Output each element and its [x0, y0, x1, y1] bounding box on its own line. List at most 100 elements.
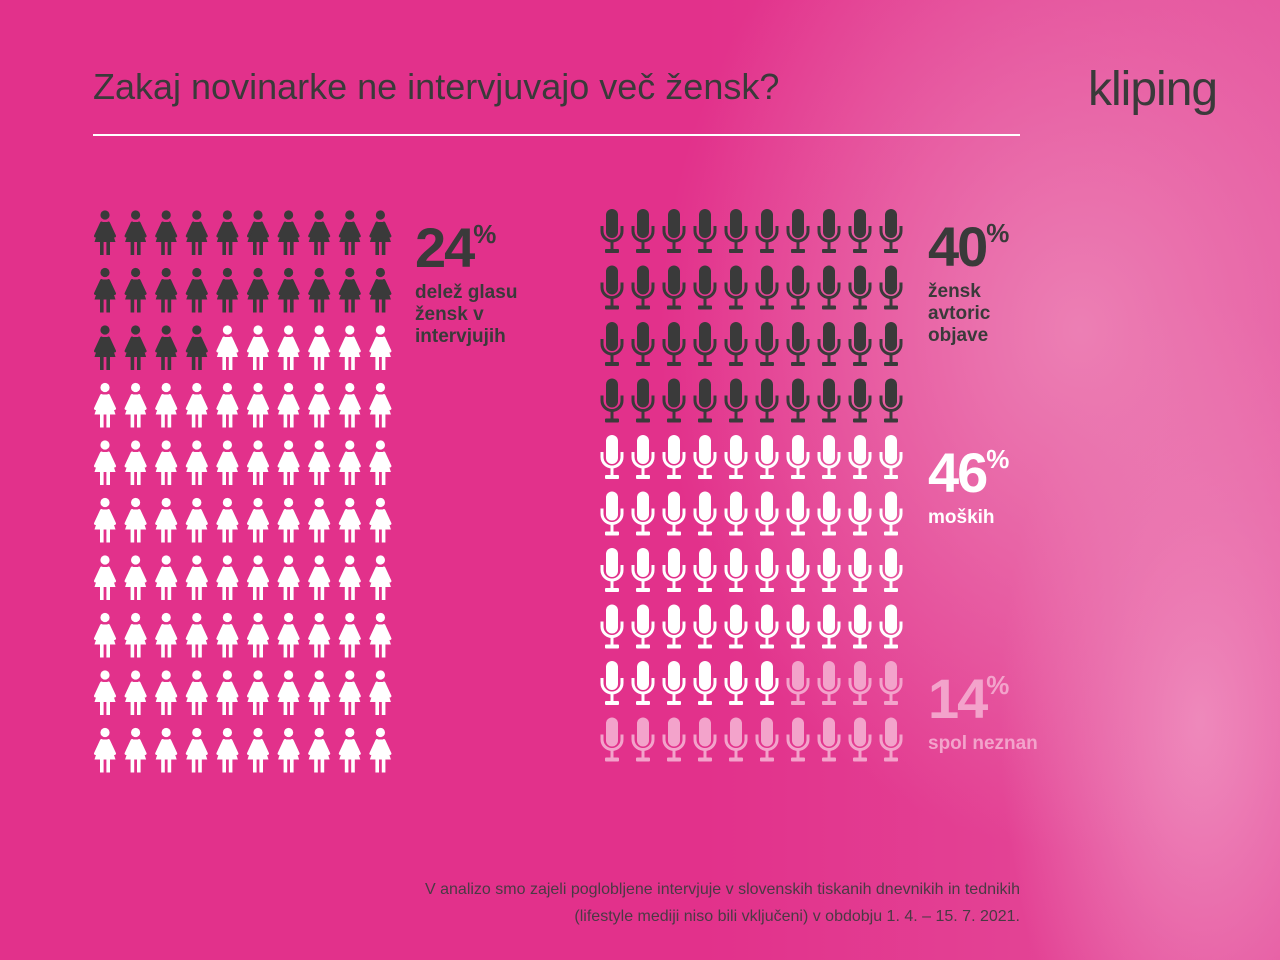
icon [631, 717, 655, 763]
icon [276, 325, 301, 371]
icon [93, 382, 117, 429]
icon [600, 322, 624, 368]
icon [123, 382, 148, 429]
icon [307, 210, 332, 256]
icon [879, 661, 903, 707]
icon [755, 209, 779, 255]
series-label: 46% moških [928, 431, 1046, 529]
icon [337, 440, 362, 486]
icon [755, 322, 779, 368]
icon [755, 661, 779, 707]
icon [693, 661, 717, 707]
icon [600, 435, 624, 481]
icon [184, 440, 209, 486]
icon [123, 670, 148, 716]
icon [600, 378, 624, 424]
icon [93, 325, 117, 371]
footnote: V analizo smo zajeli poglobljene intervj… [425, 881, 1020, 925]
icon [154, 612, 179, 659]
icon [879, 717, 903, 763]
icon [246, 267, 270, 314]
icon [123, 497, 148, 544]
series-name: spol neznan [928, 733, 1038, 754]
icon [631, 548, 655, 594]
icon [154, 382, 179, 429]
icon [368, 325, 393, 371]
icon [786, 435, 810, 481]
icon [184, 670, 209, 716]
icon [879, 604, 903, 650]
icon-rest [93, 325, 393, 774]
icon [724, 378, 748, 424]
icon [246, 440, 270, 486]
icon [693, 604, 717, 650]
icon [755, 717, 779, 763]
icon [123, 325, 148, 371]
icon [154, 555, 179, 601]
icon [215, 440, 240, 486]
icon [337, 267, 362, 314]
icon [184, 382, 209, 429]
series-name: delež glasu žensk v intervjujih [415, 282, 518, 347]
icon [93, 670, 117, 716]
series-name: moških [928, 507, 995, 528]
icon [879, 265, 903, 311]
icon [848, 378, 872, 424]
value-label: 14% [928, 667, 1010, 730]
icon [184, 727, 209, 774]
icon [337, 210, 362, 256]
icon [786, 717, 810, 763]
icon [662, 378, 686, 424]
icon [662, 491, 686, 537]
icon [662, 661, 686, 707]
icon [215, 670, 240, 716]
icon [879, 491, 903, 537]
icon [724, 265, 748, 311]
icon [600, 209, 624, 255]
icon [337, 325, 362, 371]
icon [724, 435, 748, 481]
icon [755, 265, 779, 311]
icon [662, 548, 686, 594]
icon [817, 378, 841, 424]
icon [93, 497, 117, 544]
icon [693, 548, 717, 594]
icon [786, 604, 810, 650]
icon [276, 210, 301, 256]
icon [307, 325, 332, 371]
icon [724, 717, 748, 763]
icon [600, 548, 624, 594]
icon [368, 440, 393, 486]
icon [724, 548, 748, 594]
icon [154, 440, 179, 486]
icon [693, 435, 717, 481]
icon [276, 497, 301, 544]
icon [276, 382, 301, 429]
icon [368, 497, 393, 544]
logo: kliping [1088, 63, 1218, 116]
icon [724, 604, 748, 650]
icon [879, 435, 903, 481]
icon [368, 267, 393, 314]
icon [879, 209, 903, 255]
icon [307, 267, 332, 314]
icon [662, 435, 686, 481]
icon [662, 209, 686, 255]
icon [184, 612, 209, 659]
icon [662, 265, 686, 311]
series-label: 14% spol neznan [928, 657, 1046, 755]
icon [307, 382, 332, 429]
icon [631, 491, 655, 537]
icon [246, 325, 270, 371]
icon [93, 555, 117, 601]
icon [662, 322, 686, 368]
icon [123, 210, 148, 256]
icon [693, 322, 717, 368]
icon [215, 727, 240, 774]
icon [848, 265, 872, 311]
icon [817, 661, 841, 707]
icon [786, 661, 810, 707]
icon [93, 612, 117, 659]
icon [246, 670, 270, 716]
icon [693, 378, 717, 424]
